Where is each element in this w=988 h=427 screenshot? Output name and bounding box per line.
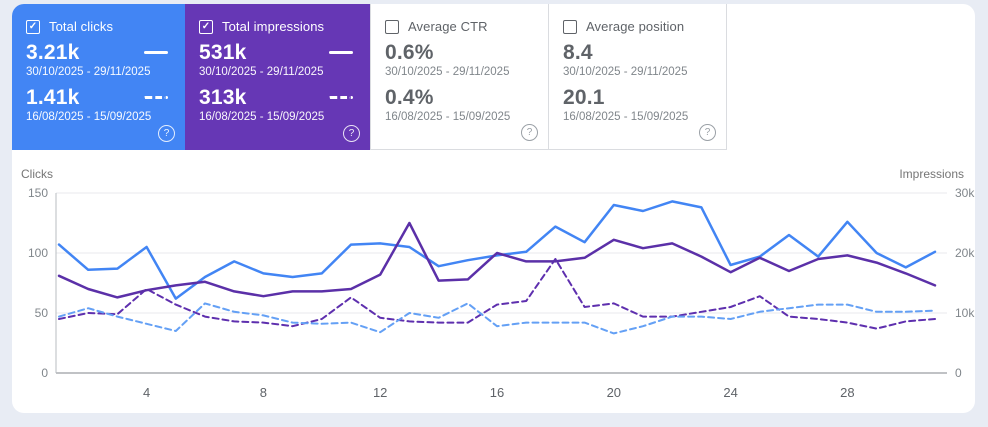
date-range-previous: 16/08/2025 - 15/09/2025 bbox=[26, 111, 152, 124]
solid-line-icon bbox=[144, 51, 168, 55]
metric-value-row: 3.21k bbox=[26, 41, 173, 64]
checkbox-unchecked-icon[interactable] bbox=[385, 19, 399, 34]
right-axis-tick: 10k bbox=[955, 306, 975, 320]
metric-value-current: 8.4 bbox=[563, 41, 593, 64]
help-icon[interactable]: ? bbox=[343, 125, 360, 142]
metric-value-current: 531k bbox=[199, 41, 247, 64]
chart-svg[interactable]: 150 100 50 0 30k 20k 10k 0 4 8 12 16 20 24 28 bbox=[12, 150, 975, 413]
metric-label: Average CTR bbox=[408, 19, 488, 34]
metric-label: Total clicks bbox=[49, 19, 114, 34]
metric-label: Total impressions bbox=[222, 19, 325, 34]
series-line-clicks-previous bbox=[58, 302, 936, 335]
metric-value-row: 531k bbox=[199, 41, 358, 64]
date-range-current: 30/10/2025 - 29/11/2025 bbox=[563, 66, 688, 79]
help-icon[interactable]: ? bbox=[699, 124, 716, 141]
x-axis-tick: 12 bbox=[373, 385, 387, 400]
x-axis-tick: 28 bbox=[840, 385, 854, 400]
performance-panel: ✓ Total clicks 3.21k 30/10/2025 - 29/11/… bbox=[12, 4, 975, 413]
metric-value-row: 0.6% bbox=[385, 41, 536, 64]
metric-value-previous: 1.41k bbox=[26, 86, 80, 110]
left-axis-tick: 0 bbox=[41, 366, 48, 380]
x-axis-tick: 4 bbox=[143, 385, 150, 400]
metric-value-row: 0.4% bbox=[385, 86, 536, 109]
dashed-line-icon bbox=[144, 96, 168, 100]
help-icon[interactable]: ? bbox=[158, 125, 175, 142]
checkbox-unchecked-icon[interactable] bbox=[563, 19, 577, 34]
date-range-current: 30/10/2025 - 29/11/2025 bbox=[199, 66, 324, 79]
metric-label: Average position bbox=[586, 19, 685, 34]
series-line-impressions-current bbox=[57, 221, 937, 299]
impressions-axis-label: Impressions bbox=[899, 167, 964, 181]
metric-card-header: ✓ Total impressions bbox=[199, 19, 358, 34]
metric-card-average-ctr[interactable]: Average CTR 0.6% 30/10/2025 - 29/11/2025… bbox=[370, 4, 548, 150]
solid-line-icon bbox=[329, 51, 353, 55]
metric-card-header: ✓ Total clicks bbox=[26, 19, 173, 34]
metric-value-row: 313k bbox=[199, 86, 358, 109]
x-axis-tick: 8 bbox=[260, 385, 267, 400]
checkbox-checked-icon[interactable]: ✓ bbox=[199, 19, 213, 34]
metric-value-previous: 20.1 bbox=[563, 86, 605, 110]
date-range-current: 30/10/2025 - 29/11/2025 bbox=[26, 66, 151, 79]
metric-card-header: Average position bbox=[563, 19, 714, 34]
series-line-clicks-current bbox=[57, 200, 937, 300]
x-axis-tick: 24 bbox=[723, 385, 737, 400]
metric-value-row: 1.41k bbox=[26, 86, 173, 109]
chart-area: Clicks Impressions 150 100 50 0 30k 20k 10k 0 4 8… bbox=[12, 150, 975, 413]
checkbox-checked-icon[interactable]: ✓ bbox=[26, 19, 40, 34]
metric-value-previous: 313k bbox=[199, 86, 247, 110]
metric-value-row: 20.1 bbox=[563, 86, 714, 109]
x-axis-tick: 16 bbox=[490, 385, 504, 400]
metric-value-current: 0.6% bbox=[385, 41, 434, 64]
date-range-previous: 16/08/2025 - 15/09/2025 bbox=[563, 111, 689, 124]
date-range-previous: 16/08/2025 - 15/09/2025 bbox=[385, 111, 511, 124]
left-axis-tick: 150 bbox=[28, 186, 48, 200]
series-line-impressions-previous bbox=[58, 258, 936, 330]
metric-card-header: Average CTR bbox=[385, 19, 536, 34]
date-range-previous: 16/08/2025 - 15/09/2025 bbox=[199, 111, 325, 124]
help-icon[interactable]: ? bbox=[521, 124, 538, 141]
right-axis-tick: 30k bbox=[955, 186, 975, 200]
metric-card-total-impressions[interactable]: ✓ Total impressions 531k 30/10/2025 - 29… bbox=[185, 4, 370, 150]
left-axis-tick: 100 bbox=[28, 246, 48, 260]
left-axis-tick: 50 bbox=[35, 306, 49, 320]
dashed-line-icon bbox=[329, 96, 353, 100]
right-axis-tick: 20k bbox=[955, 246, 975, 260]
metric-value-row: 8.4 bbox=[563, 41, 714, 64]
clicks-axis-label: Clicks bbox=[21, 167, 53, 181]
metric-card-average-position[interactable]: Average position 8.4 30/10/2025 - 29/11/… bbox=[548, 4, 727, 150]
metric-tiles-row: ✓ Total clicks 3.21k 30/10/2025 - 29/11/… bbox=[12, 4, 975, 150]
right-axis-tick: 0 bbox=[955, 366, 962, 380]
x-axis-tick: 20 bbox=[607, 385, 621, 400]
metric-card-total-clicks[interactable]: ✓ Total clicks 3.21k 30/10/2025 - 29/11/… bbox=[12, 4, 185, 150]
metric-value-previous: 0.4% bbox=[385, 86, 434, 110]
date-range-current: 30/10/2025 - 29/11/2025 bbox=[385, 66, 510, 79]
metric-value-current: 3.21k bbox=[26, 41, 80, 64]
